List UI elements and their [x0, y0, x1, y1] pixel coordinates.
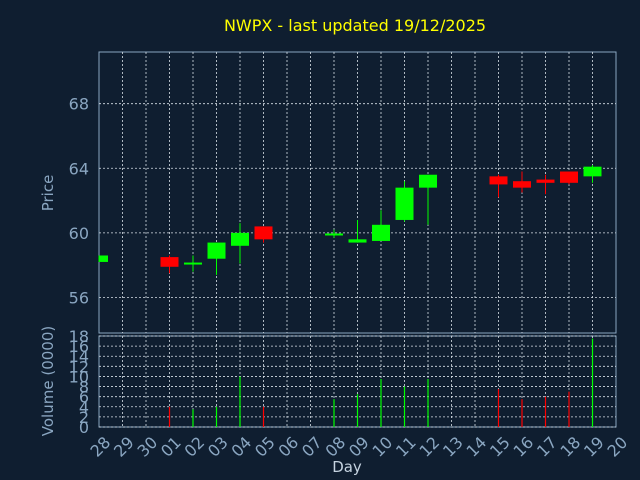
- candle-body: [231, 232, 249, 246]
- price-panel: 56 60 64 68: [69, 51, 617, 334]
- volume-tick-label: 14: [69, 347, 89, 366]
- candle-body: [489, 176, 508, 185]
- candle-body: [325, 233, 343, 236]
- candle-body: [395, 187, 414, 220]
- candle-body: [513, 181, 531, 188]
- x-axis: 2829300102030405060708091011121314151617…: [86, 433, 631, 461]
- candle-body: [560, 171, 578, 183]
- volume-tick-label: 0: [79, 418, 89, 437]
- price-axis-label: Price: [39, 175, 57, 212]
- volume-tick-label: 12: [69, 357, 89, 376]
- volume-tick-label: 6: [79, 388, 89, 407]
- volume-tick-label: 18: [69, 327, 89, 346]
- candle-body: [254, 226, 273, 240]
- volume-tick-label: 8: [79, 378, 89, 397]
- candle-body: [99, 255, 108, 262]
- volume-tick-label: 16: [69, 337, 89, 356]
- volume-axis-label: Volume (0000): [39, 326, 57, 436]
- candle-body: [207, 242, 226, 259]
- candle-body: [583, 166, 602, 177]
- candle-body: [536, 179, 555, 183]
- volume-tick-label: 2: [79, 408, 89, 427]
- x-axis-label: Day: [332, 458, 362, 476]
- volume-tick-label: 4: [79, 398, 89, 417]
- candle-body: [348, 239, 367, 243]
- price-tick-label: 56: [69, 288, 89, 307]
- chart-title: NWPX - last updated 19/12/2025: [224, 16, 486, 35]
- candle-body: [372, 224, 390, 241]
- candle-body: [160, 257, 179, 267]
- candle-body: [419, 174, 437, 188]
- candle-body: [184, 262, 202, 265]
- price-tick-label: 60: [69, 224, 89, 243]
- price-tick-label: 68: [69, 95, 89, 114]
- x-tick-label: 20: [603, 433, 631, 461]
- price-tick-label: 64: [69, 159, 89, 178]
- volume-tick-label: 10: [69, 367, 89, 386]
